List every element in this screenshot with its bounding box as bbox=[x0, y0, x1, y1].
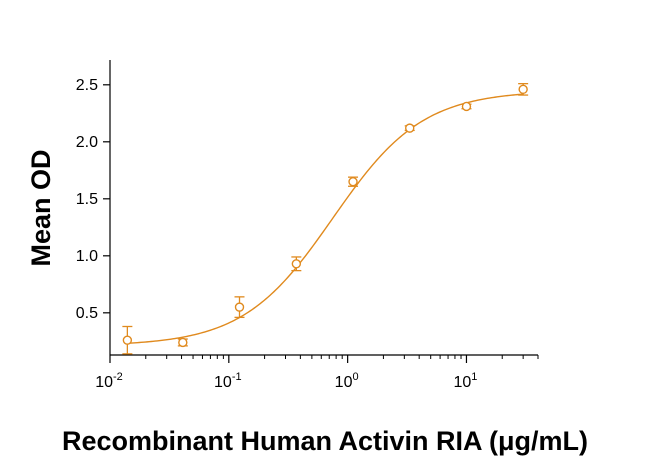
x-tick-label-0: 10-2 bbox=[95, 371, 123, 391]
data-points-layer bbox=[122, 83, 529, 355]
y-tick-label-2: 1.5 bbox=[76, 191, 98, 208]
point-marker-0 bbox=[122, 335, 133, 345]
point-marker-2 bbox=[234, 302, 245, 312]
point-marker-5 bbox=[405, 123, 415, 133]
x-tick-label-3: 101 bbox=[454, 371, 478, 391]
data-point-3 bbox=[291, 256, 302, 272]
y-tick-label-4: 2.5 bbox=[76, 77, 98, 94]
data-point-0 bbox=[122, 325, 133, 355]
axes: 0.5 1.0 1.5 2.0 2.5 10-2 10-1 100 101 bbox=[76, 60, 539, 391]
fit-curve-layer bbox=[127, 93, 524, 344]
point-marker-3 bbox=[291, 259, 302, 269]
fit-curve bbox=[127, 93, 524, 344]
x-tick-label-1: 10-1 bbox=[214, 371, 242, 391]
y-tick-label-1: 1.0 bbox=[76, 248, 98, 265]
data-point-6 bbox=[461, 101, 472, 112]
x-axis-label: Recombinant Human Activin RIA (μg/mL) bbox=[62, 426, 588, 456]
data-point-7 bbox=[518, 83, 529, 96]
y-tick-label-3: 2.0 bbox=[76, 134, 98, 151]
y-axis-label: Mean OD bbox=[26, 149, 56, 266]
data-point-2 bbox=[234, 296, 245, 319]
data-point-4 bbox=[348, 176, 359, 187]
data-point-5 bbox=[404, 123, 415, 133]
point-marker-4 bbox=[348, 177, 358, 187]
x-tick-label-2: 100 bbox=[335, 371, 359, 391]
point-marker-1 bbox=[178, 337, 188, 348]
data-point-1 bbox=[177, 337, 188, 348]
point-marker-6 bbox=[461, 101, 472, 112]
y-tick-label-0: 0.5 bbox=[76, 305, 98, 322]
point-marker-7 bbox=[518, 84, 528, 95]
